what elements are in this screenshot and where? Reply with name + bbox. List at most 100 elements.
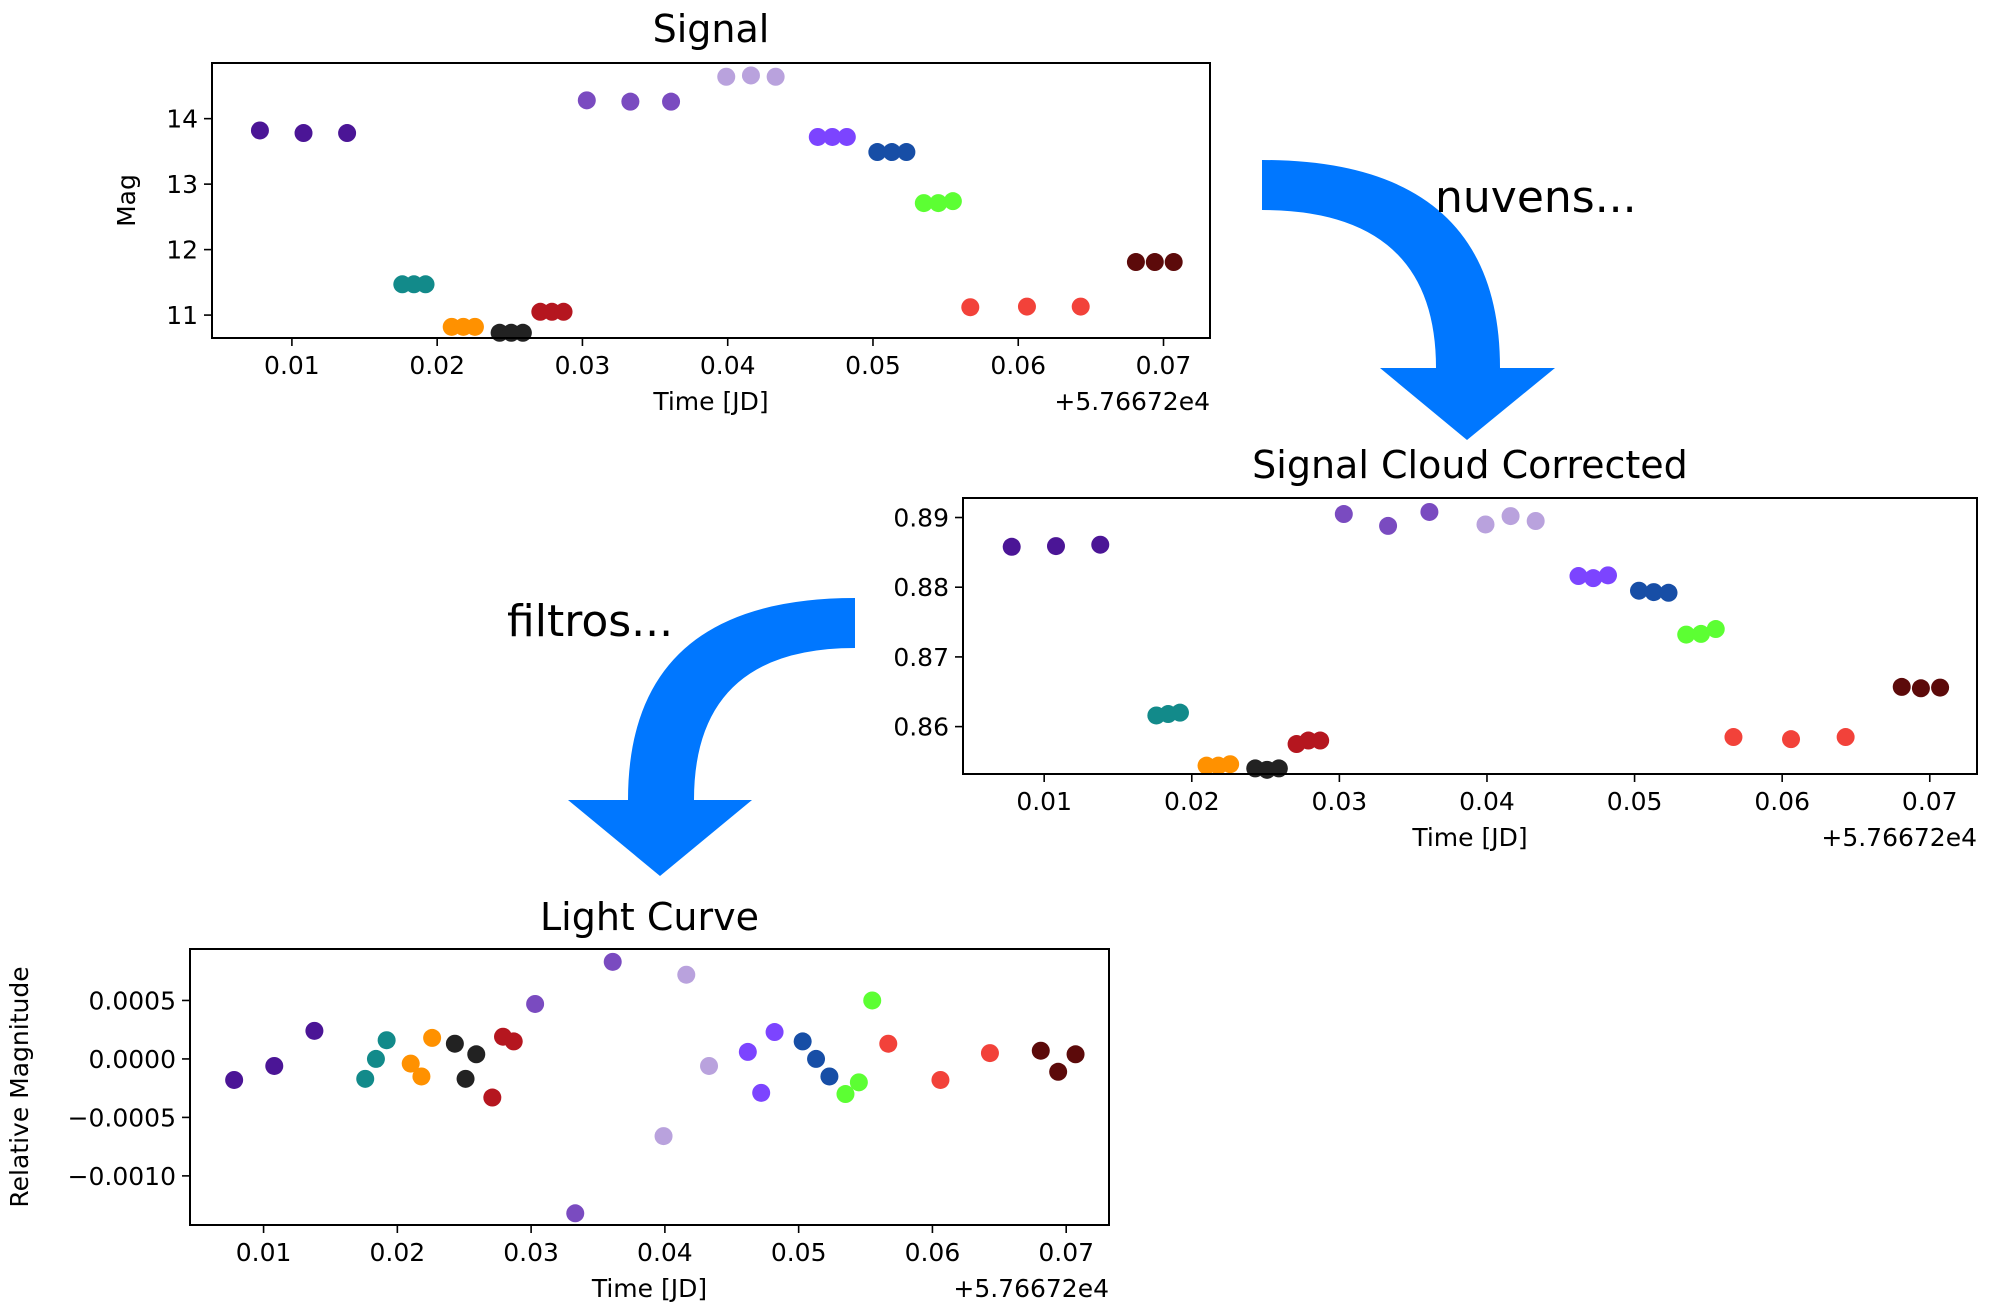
data-point [943, 192, 962, 211]
data-point [1630, 581, 1648, 600]
y-tick-label: 0.88 [893, 573, 949, 602]
x-tick-label: 0.05 [1607, 787, 1663, 816]
data-point [807, 1049, 826, 1068]
chart-title: Light Curve [540, 895, 759, 939]
data-point [1706, 620, 1725, 639]
data-point [483, 1088, 502, 1107]
x-tick-label: 0.02 [1164, 787, 1220, 816]
x-offset-text: +5.76672e4 [1821, 823, 1977, 852]
data-point [914, 194, 933, 213]
data-point [1691, 624, 1710, 643]
data-point [445, 1034, 464, 1053]
data-point [366, 1049, 385, 1068]
x-offset-text: +5.76672e4 [1054, 387, 1210, 416]
x-tick-label: 0.06 [990, 351, 1046, 380]
data-point [1164, 253, 1183, 272]
data-point [1501, 507, 1520, 526]
chart-title: Signal [653, 7, 770, 51]
data-point [1269, 759, 1288, 778]
x-tick-label: 0.02 [370, 1238, 426, 1267]
y-tick-label: 0.0000 [89, 1045, 176, 1074]
data-point [1379, 516, 1398, 535]
arrow-nuvens-body [1262, 160, 1500, 368]
data-point [1145, 253, 1164, 272]
y-tick-label: 12 [166, 236, 198, 265]
data-point [752, 1083, 771, 1102]
y-tick-label: −0.0010 [68, 1162, 176, 1191]
data-point [401, 1054, 420, 1073]
data-point [1170, 703, 1189, 722]
data-point [738, 1042, 757, 1061]
data-point [1526, 512, 1545, 530]
x-tick-label: 0.06 [905, 1238, 961, 1267]
data-point [577, 91, 596, 110]
data-point [1049, 1062, 1068, 1081]
data-point [931, 1070, 950, 1089]
data-point [423, 1028, 442, 1047]
arrow-label-nuvens: nuvens... [1435, 172, 1637, 223]
data-point [356, 1069, 375, 1088]
data-point [566, 1204, 585, 1223]
data-point [554, 302, 573, 321]
y-tick-label: 0.0005 [89, 986, 176, 1015]
data-point [1782, 730, 1801, 749]
data-point [961, 298, 980, 317]
x-axis-label: Time [JD] [591, 1274, 707, 1303]
plot-frame [962, 497, 1978, 775]
x-tick-label: 0.05 [845, 351, 901, 380]
data-point [338, 124, 357, 143]
y-axis-label: Mag [112, 174, 141, 227]
data-point [1091, 535, 1110, 554]
chart-cloud-corrected: Signal Cloud Corrected 0.01 0.02 0.03 0.04 0.… [893, 443, 1978, 852]
data-point [849, 1073, 868, 1092]
data-point [1599, 566, 1618, 585]
chart-signal: Signal 0.01 0.02 0.03 0.04 0.05 0.06 0.07 11 12 13… [112, 7, 1211, 416]
data-point [1002, 537, 1021, 556]
y-tick-label: 13 [166, 170, 198, 199]
arrow-filtros-body [628, 598, 855, 800]
data-point [1911, 679, 1930, 698]
data-point [1311, 731, 1330, 750]
data-point [836, 1085, 855, 1104]
data-point [1569, 567, 1588, 586]
data-point [929, 194, 948, 213]
x-tick-label: 0.03 [503, 1238, 559, 1267]
x-tick-label: 0.04 [637, 1238, 693, 1267]
data-point [863, 991, 882, 1010]
data-point [793, 1032, 812, 1051]
data-point [305, 1021, 324, 1040]
data-point [1836, 728, 1855, 747]
data-point [1644, 583, 1663, 602]
data-point [603, 952, 622, 971]
data-point [1931, 678, 1950, 697]
data-point [1584, 569, 1603, 588]
data-point [1677, 625, 1696, 644]
y-axis-label: Relative Magnitude [5, 966, 34, 1207]
data-point [837, 127, 856, 146]
x-tick-label: 0.01 [264, 351, 320, 380]
x-tick-label: 0.04 [1459, 787, 1515, 816]
y-tick-label: 0.86 [893, 713, 949, 742]
data-point [823, 127, 842, 146]
data-point [412, 1067, 431, 1086]
data-point [820, 1067, 839, 1086]
data-point [879, 1034, 898, 1053]
y-tick-label: 0.89 [893, 504, 949, 533]
data-point [1892, 677, 1911, 696]
x-tick-label: 0.03 [1312, 787, 1368, 816]
data-point [1724, 728, 1743, 747]
data-point [808, 127, 827, 146]
data-point [1017, 297, 1036, 316]
x-tick-label: 0.07 [1038, 1238, 1094, 1267]
x-axis-label: Time [JD] [652, 387, 768, 416]
y-tick-label: 11 [166, 301, 198, 330]
data-point [294, 124, 313, 143]
data-point [225, 1070, 244, 1089]
y-tick-label: 14 [166, 105, 198, 134]
data-point [467, 1045, 486, 1064]
data-point [456, 1069, 475, 1088]
data-point [700, 1056, 719, 1075]
data-point [765, 1023, 784, 1042]
